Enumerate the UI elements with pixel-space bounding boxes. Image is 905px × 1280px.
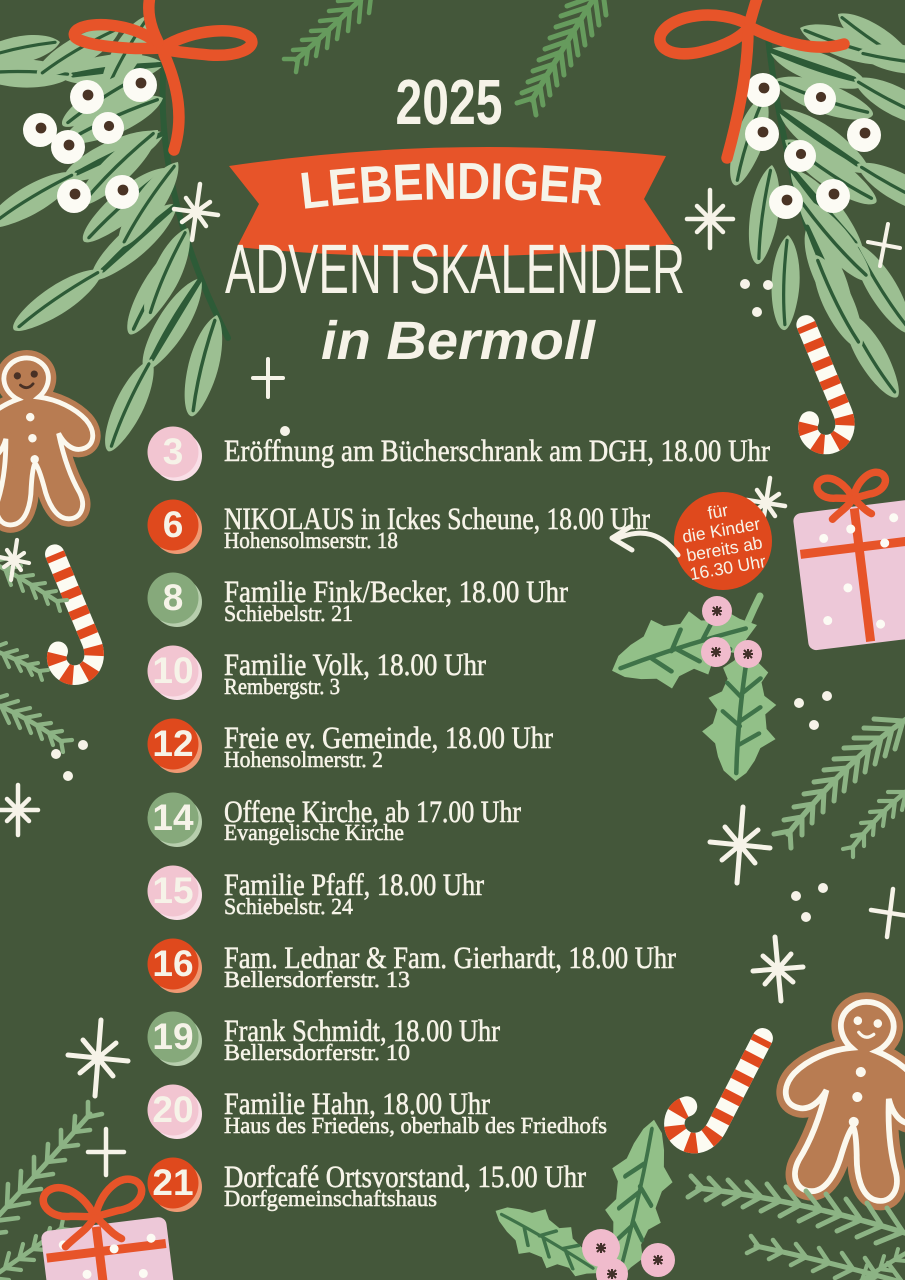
svg-text:Familie Hahn, 18.00 Uhr: Familie Hahn, 18.00 Uhr — [224, 1086, 491, 1121]
svg-text:Familie Fink/Becker, 18.00 Uhr: Familie Fink/Becker, 18.00 Uhr — [224, 574, 569, 609]
svg-text:Bellersdorferstr. 13: Bellersdorferstr. 13 — [224, 967, 410, 992]
svg-text:Hohensolmerstr. 2: Hohensolmerstr. 2 — [224, 747, 383, 772]
svg-text:Eröffnung am Bücherschrank am: Eröffnung am Bücherschrank am DGH, 18.00… — [224, 433, 771, 468]
svg-text:20: 20 — [152, 1089, 193, 1130]
svg-text:16: 16 — [152, 943, 193, 984]
svg-text:6: 6 — [163, 504, 184, 545]
svg-text:Evangelische Kirche: Evangelische Kirche — [224, 820, 404, 845]
svg-text:Frank Schmidt, 18.00 Uhr: Frank Schmidt, 18.00 Uhr — [224, 1013, 501, 1048]
svg-text:Haus des Friedens, oberhalb de: Haus des Friedens, oberhalb des Friedhof… — [224, 1113, 607, 1138]
svg-text:2025: 2025 — [396, 66, 503, 138]
svg-text:NIKOLAUS in Ickes Scheune, 18.: NIKOLAUS in Ickes Scheune, 18.00 Uhr — [224, 501, 651, 536]
svg-text:Schiebelstr. 24: Schiebelstr. 24 — [224, 894, 353, 919]
svg-text:Fam. Lednar & Fam. Gierhardt,: Fam. Lednar & Fam. Gierhardt, 18.00 Uhr — [224, 940, 677, 975]
svg-text:Familie Pfaff, 18.00 Uhr: Familie Pfaff, 18.00 Uhr — [224, 867, 485, 902]
svg-text:in Bermoll: in Bermoll — [321, 311, 596, 371]
svg-text:10: 10 — [152, 650, 193, 691]
svg-text:Offene Kirche, ab 17.00 Uhr: Offene Kirche, ab 17.00 Uhr — [224, 794, 522, 829]
svg-text:Familie Volk, 18.00 Uhr: Familie Volk, 18.00 Uhr — [224, 647, 487, 682]
svg-text:Rembergstr. 3: Rembergstr. 3 — [224, 674, 340, 699]
svg-text:19: 19 — [152, 1016, 193, 1057]
svg-text:Hohensolmserstr. 18: Hohensolmserstr. 18 — [224, 528, 398, 553]
svg-text:Bellersdorferstr. 10: Bellersdorferstr. 10 — [224, 1040, 410, 1065]
svg-text:15: 15 — [152, 870, 193, 911]
svg-text:Dorfcafé Ortsvorstand, 15.00 U: Dorfcafé Ortsvorstand, 15.00 Uhr — [224, 1159, 587, 1194]
svg-text:Freie ev. Gemeinde, 18.00 Uhr: Freie ev. Gemeinde, 18.00 Uhr — [224, 720, 554, 755]
svg-text:14: 14 — [152, 797, 194, 838]
svg-text:für: für — [706, 500, 730, 523]
svg-text:3: 3 — [163, 431, 184, 472]
svg-text:Schiebelstr. 21: Schiebelstr. 21 — [224, 601, 353, 626]
svg-text:21: 21 — [152, 1162, 193, 1203]
svg-text:12: 12 — [152, 723, 193, 764]
svg-text:Dorfgemeinschaftshaus: Dorfgemeinschaftshaus — [224, 1186, 437, 1211]
svg-text:LEBENDIGER: LEBENDIGER — [297, 153, 606, 221]
svg-text:ADVENTSKALENDER: ADVENTSKALENDER — [225, 230, 685, 308]
svg-text:8: 8 — [163, 577, 184, 618]
